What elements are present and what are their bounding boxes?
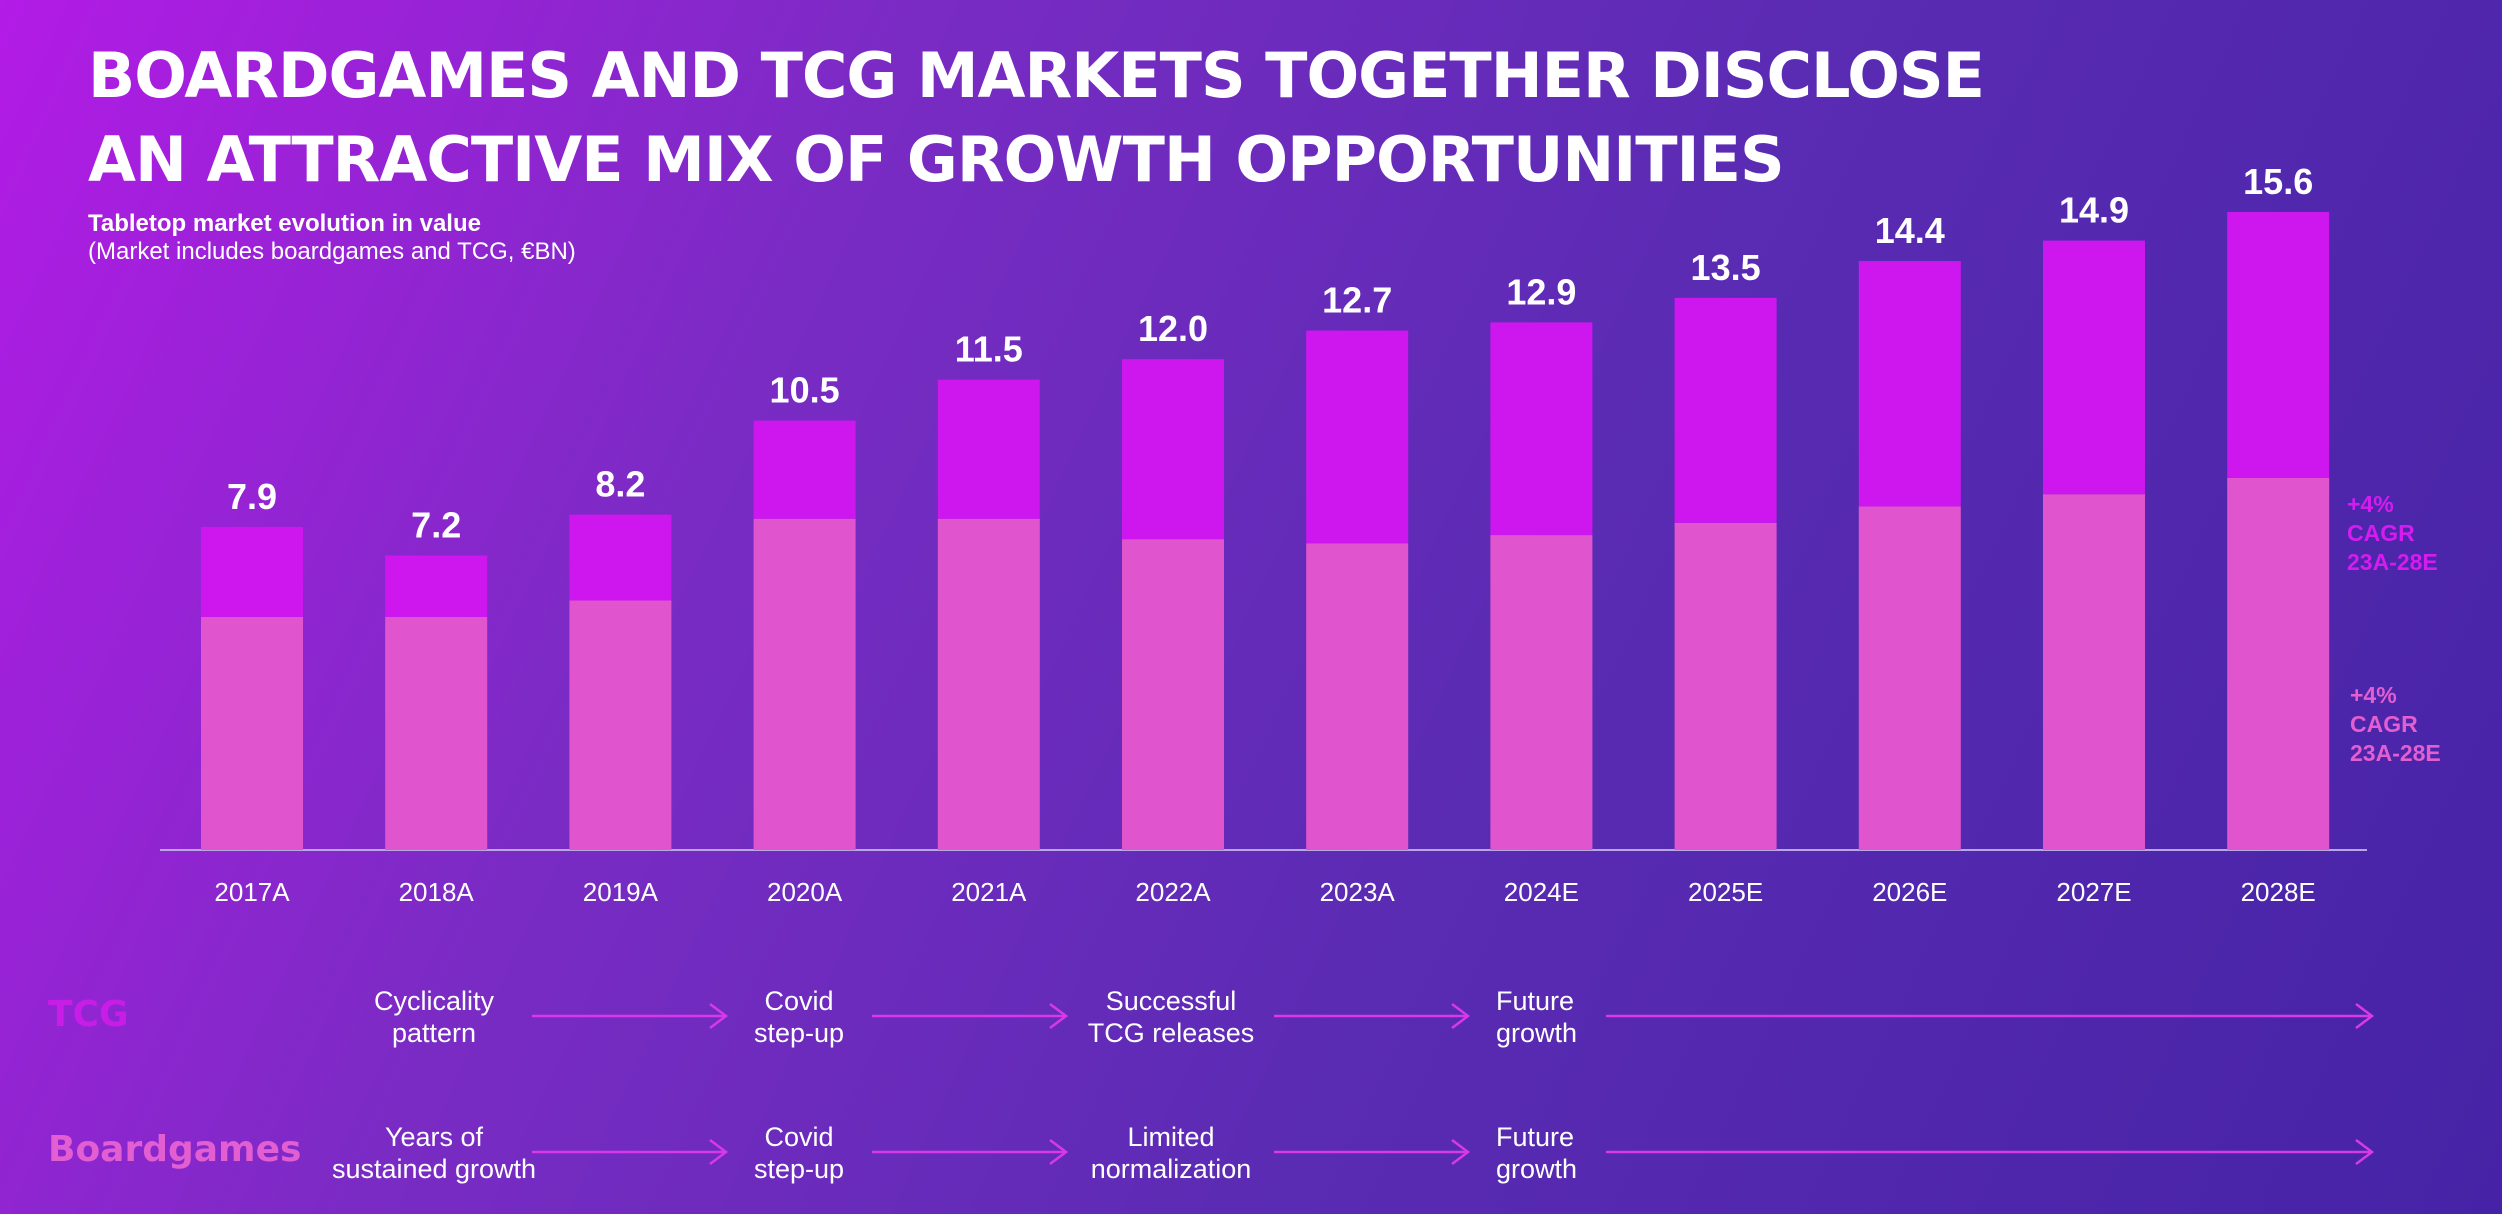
data-label-total-2027E: 14.9 (2059, 190, 2129, 231)
bar-boardgames-2025E (1674, 522, 1777, 850)
bar-boardgames-2027E (2043, 494, 2145, 850)
data-label-total-2023A: 12.7 (1322, 280, 1392, 321)
data-label-total-2025E: 13.5 (1691, 247, 1761, 288)
bar-tcg-2018A (385, 555, 488, 617)
bar-boardgames-2018A (385, 616, 488, 850)
title-line-1: BOARDGAMES AND TCG MARKETS TOGETHER DISC… (88, 39, 1985, 112)
x-tick-label-2017A: 2017A (214, 877, 290, 907)
arrow-head-icon (1049, 1003, 1069, 1029)
tcg-stage-1-line-2: pattern (391, 1018, 477, 1048)
x-tick-label-2028E: 2028E (2241, 877, 2316, 907)
bar-boardgames-2024E (1490, 535, 1593, 850)
x-tick-label-2021A: 2021A (951, 877, 1027, 907)
data-label-total-2028E: 15.6 (2243, 161, 2313, 202)
tcg-cagr-label: +4% CAGR 23A-28E (2347, 490, 2438, 577)
subtitle-line-2: (Market includes boardgames and TCG, €BN… (88, 238, 576, 265)
arrow-head-icon (1451, 1003, 1471, 1029)
x-tick-label-2019A: 2019A (583, 877, 659, 907)
data-label-total-2017A: 7.9 (227, 476, 277, 517)
tcg-cagr-text: CAGR (2347, 520, 2415, 546)
bar-tcg-2020A (753, 420, 856, 519)
boardgames-stage-1: Years of sustained growth (332, 1121, 536, 1185)
tcg-stage-2-line-1: Covid (764, 986, 834, 1016)
boardgames-stage-3-line-1: Limited (1127, 1122, 1215, 1152)
bar-boardgames-2028E (2227, 477, 2330, 850)
timeline-label-boardgames: Boardgames (48, 1129, 302, 1170)
data-label-total-2022A: 12.0 (1138, 308, 1208, 349)
x-tick-label-2022A: 2022A (1135, 877, 1211, 907)
tcg-stage-2: Covid step-up (754, 985, 844, 1049)
x-tick-label-2026E: 2026E (1872, 877, 1947, 907)
boardgames-cagr-period: 23A-28E (2350, 740, 2441, 766)
data-label-total-2026E: 14.4 (1875, 210, 1945, 251)
arrow-head-icon (709, 1139, 729, 1165)
data-label-total-2020A: 10.5 (770, 370, 840, 411)
chart-subtitle: Tabletop market evolution in value (Mark… (88, 210, 576, 266)
bar-tcg-2023A (1306, 330, 1409, 544)
bar-boardgames-2017A (201, 616, 303, 850)
x-tick-label-2023A: 2023A (1320, 877, 1396, 907)
x-tick-label-2024E: 2024E (1504, 877, 1579, 907)
tcg-stage-4: Future growth (1496, 985, 1577, 1049)
x-tick-label-2020A: 2020A (767, 877, 843, 907)
tcg-stage-3-line-2: TCG releases (1087, 1018, 1255, 1048)
boardgames-stage-4-line-2: growth (1496, 1154, 1578, 1184)
subtitle-line-1: Tabletop market evolution in value (88, 210, 481, 237)
bar-tcg-2021A (937, 379, 1040, 519)
bar-tcg-2025E (1674, 297, 1777, 523)
bar-tcg-2017A (201, 526, 303, 617)
title-line-2: AN ATTRACTIVE MIX OF GROWTH OPPORTUNITIE… (88, 123, 1785, 196)
boardgames-stage-2: Covid step-up (754, 1121, 844, 1185)
tcg-stage-1-line-1: Cyclicality (373, 986, 495, 1016)
bar-tcg-2024E (1490, 322, 1593, 536)
boardgames-stage-4-line-1: Future (1496, 1122, 1575, 1152)
boardgames-cagr-text: CAGR (2350, 711, 2418, 737)
arrow-head-icon (2355, 1003, 2375, 1029)
boardgames-stage-1-line-1: Years of (384, 1122, 484, 1152)
arrow-head-icon (709, 1003, 729, 1029)
timeline-label-tcg: TCG (48, 994, 129, 1035)
tcg-stage-4-line-1: Future (1496, 986, 1575, 1016)
tcg-stage-1: Cyclicality pattern (374, 985, 494, 1049)
boardgames-stage-3: Limited normalization (1091, 1121, 1252, 1185)
bar-tcg-2027E (2043, 240, 2145, 495)
bar-boardgames-2019A (569, 600, 672, 850)
bar-boardgames-2022A (1122, 539, 1224, 850)
bar-boardgames-2021A (937, 518, 1040, 850)
tcg-stage-2-line-2: step-up (753, 1018, 845, 1048)
bar-tcg-2028E (2227, 211, 2330, 478)
tcg-stage-3: Successful TCG releases (1088, 985, 1255, 1049)
boardgames-stage-2-line-1: Covid (764, 1122, 834, 1152)
data-label-total-2019A: 8.2 (595, 464, 645, 505)
data-label-total-2018A: 7.2 (411, 505, 461, 546)
tcg-cagr-period: 23A-28E (2347, 549, 2438, 575)
tcg-stage-4-line-2: growth (1496, 1018, 1578, 1048)
data-label-total-2024E: 12.9 (1506, 271, 1576, 312)
boardgames-stage-3-line-2: normalization (1090, 1154, 1252, 1184)
arrow-head-icon (2355, 1139, 2375, 1165)
data-label-total-2021A: 11.5 (955, 329, 1023, 370)
x-tick-label-2025E: 2025E (1688, 877, 1763, 907)
bar-tcg-2026E (1858, 261, 1961, 507)
bar-boardgames-2023A (1306, 543, 1409, 850)
bar-boardgames-2020A (753, 518, 856, 850)
bar-tcg-2019A (569, 514, 672, 601)
boardgames-cagr-value: +4% (2350, 682, 2397, 708)
arrow-head-icon (1451, 1139, 1471, 1165)
page-title: BOARDGAMES AND TCG MARKETS TOGETHER DISC… (88, 34, 2088, 202)
boardgames-stage-2-line-2: step-up (753, 1154, 845, 1184)
arrow-head-icon (1049, 1139, 1069, 1165)
bar-tcg-2022A (1122, 359, 1224, 540)
bar-boardgames-2026E (1858, 506, 1961, 850)
boardgames-stage-1-line-2: sustained growth (331, 1154, 537, 1184)
x-tick-label-2027E: 2027E (2056, 877, 2131, 907)
boardgames-cagr-label: +4% CAGR 23A-28E (2350, 681, 2441, 768)
x-tick-label-2018A: 2018A (399, 877, 475, 907)
boardgames-stage-4: Future growth (1496, 1121, 1577, 1185)
tcg-stage-3-line-1: Successful (1105, 986, 1237, 1016)
tcg-cagr-value: +4% (2347, 491, 2394, 517)
